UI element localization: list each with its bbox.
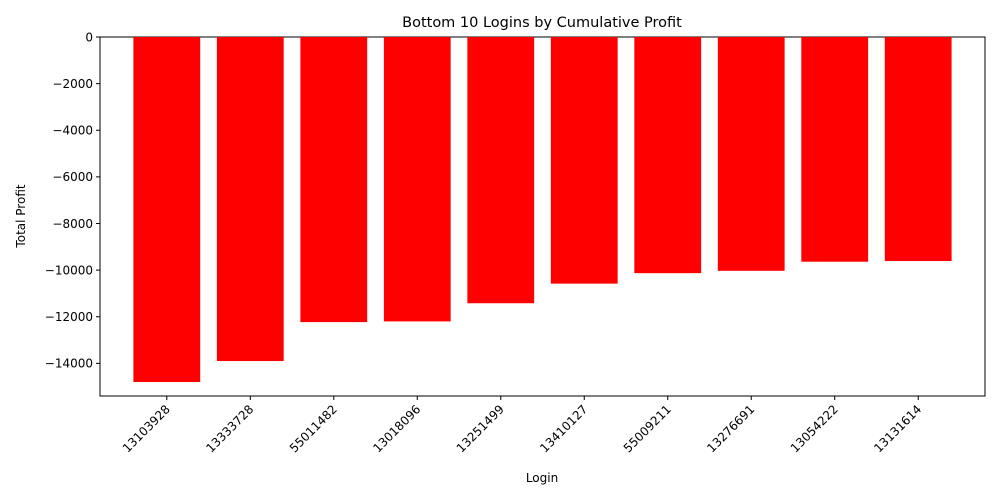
y-axis-label: Total Profit	[14, 184, 28, 248]
y-tick-label: −12000	[45, 310, 93, 324]
bar-55009211	[634, 37, 702, 274]
bar-13103928	[133, 37, 201, 383]
bars	[133, 37, 952, 383]
y-tick-label: −6000	[52, 170, 93, 184]
y-tick-label: −8000	[52, 217, 93, 231]
y-tick-label: −4000	[52, 124, 93, 138]
x-axis-label: Login	[526, 471, 558, 485]
bar-13018096	[383, 37, 451, 322]
bar-13131614	[884, 37, 952, 262]
bar-13054222	[801, 37, 869, 262]
plot-frame	[99, 36, 986, 397]
bar-13333728	[216, 37, 284, 362]
bar-13276691	[717, 37, 785, 271]
bar-13251499	[467, 37, 535, 304]
y-tick-label: −2000	[52, 77, 93, 91]
bar-55011482	[300, 37, 368, 323]
y-tick-label: 0	[85, 30, 93, 44]
bar-13410127	[550, 37, 618, 284]
y-tick-label: −14000	[45, 357, 93, 371]
y-tick-label: −10000	[45, 263, 93, 277]
y-axis: 0 −2000 −4000 −6000 −8000 −10000 −12000 −14000	[45, 30, 100, 371]
chart-title: Bottom 10 Logins by Cumulative Profit	[402, 15, 682, 31]
plot-area	[99, 36, 986, 397]
